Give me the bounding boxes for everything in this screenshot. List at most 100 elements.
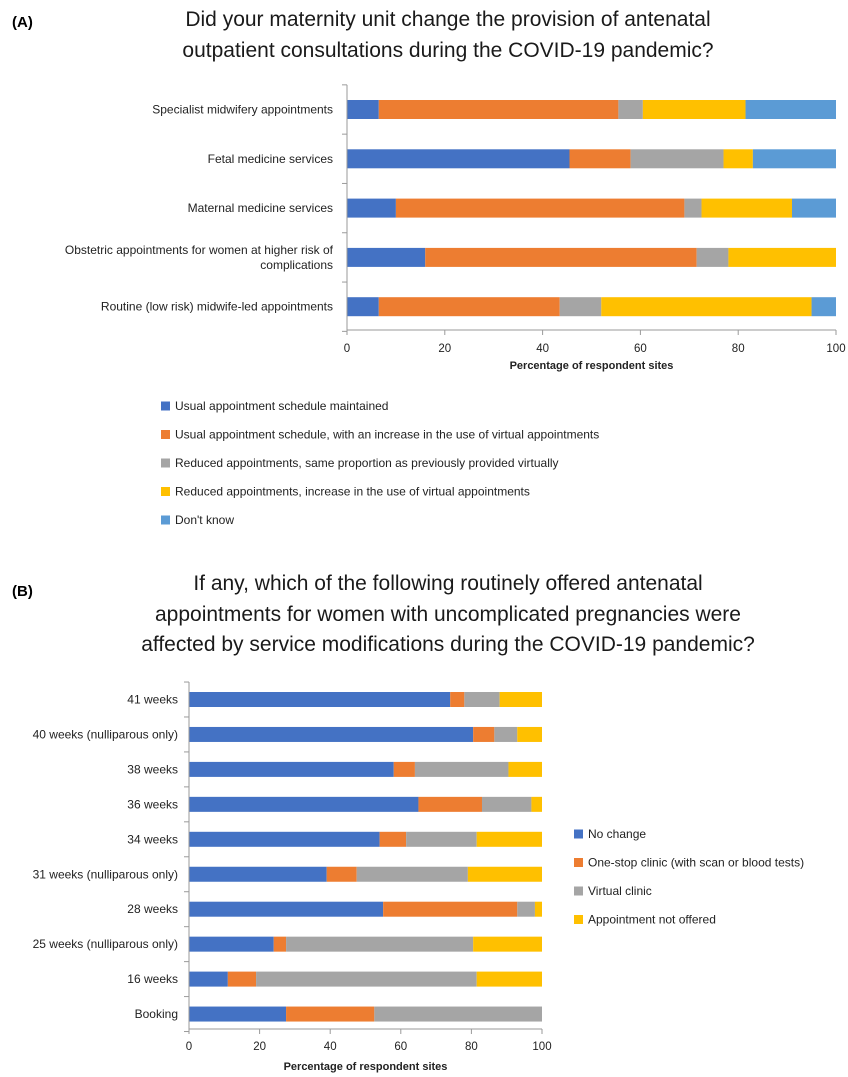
legend-label: Reduced appointments, increase in the us… [175,485,530,499]
bar-segment [481,796,532,812]
bar-segment [189,936,274,952]
bar-segment [476,971,542,987]
bar-segment [559,297,602,317]
bar-segment [425,247,697,267]
legend-swatch [161,458,170,468]
legend-swatch [161,430,170,439]
category-label: 34 weeks [127,832,178,846]
bar-segment [684,198,702,218]
bar-segment [517,901,535,917]
legend-swatch [574,858,583,867]
legend-label: Usual appointment schedule maintained [175,399,388,413]
bar-segment [347,297,379,317]
bar-segment [701,198,792,218]
bar-segment [393,761,415,777]
category-label: Maternal medicine services [188,201,333,215]
bar-segment [450,692,465,707]
category-label: complications [260,258,333,272]
bar-segment [728,247,836,267]
legend-swatch [574,829,583,839]
x-tick-label: 40 [324,1041,337,1053]
legend-label: No change [588,827,646,841]
category-label: 36 weeks [127,797,178,811]
bar-segment [406,831,477,847]
bar-segment [378,100,619,119]
category-label: 31 weeks (nulliparous only) [33,867,178,881]
bar-segment [286,1006,375,1022]
x-tick-label: 100 [532,1041,551,1053]
bar-segment [723,149,753,169]
x-tick-label: 0 [344,343,350,355]
x-tick-label: 20 [438,343,451,355]
x-tick-label: 60 [634,343,647,355]
bar-segment [379,831,407,847]
category-label: 28 weeks [127,902,178,916]
bar-segment [347,100,379,119]
chart-title-line: Did your maternity unit change the provi… [185,8,710,31]
category-label: Specialist midwifery appointments [152,103,333,117]
category-label: 16 weeks [127,972,178,986]
category-label: 38 weeks [127,762,178,776]
legend-swatch [161,515,170,525]
x-tick-label: 80 [465,1041,478,1053]
bar-segment [418,796,482,812]
bar-segment [347,149,570,169]
category-label: 41 weeks [127,693,178,707]
bar-segment [189,971,228,987]
bar-segment [273,936,287,952]
bar-segment [378,297,560,317]
bar-segment [569,149,631,169]
bar-segment [347,247,426,267]
bar-segment [476,831,542,847]
bar-segment [189,1006,287,1022]
bar-segment [601,297,812,317]
x-tick-label: 60 [394,1041,407,1053]
bar-segment [494,726,518,742]
x-axis-title: Percentage of respondent sites [284,1061,448,1073]
panel-label: (A) [12,14,33,31]
bar-segment [286,936,474,952]
bar-segment [189,692,451,707]
bar-segment [473,726,495,742]
bar-segment [189,796,419,812]
bar-segment [508,761,542,777]
bar-segment [517,726,542,742]
chart-b: (B) If any, which of the following routin… [12,572,804,1073]
bar-segment [189,901,384,917]
x-tick-label: 20 [253,1041,266,1053]
legend-swatch [574,886,583,896]
bar-segment [189,761,394,777]
chart-title-line: outpatient consultations during the COVI… [182,39,713,62]
bar-segment [395,198,685,218]
bar-segment [696,247,729,267]
bar-segment [745,100,836,119]
x-tick-label: 80 [732,343,745,355]
x-tick-label: 40 [536,343,549,355]
bar-segment [531,796,542,812]
legend-label: Don't know [175,513,234,527]
bar-segment [534,901,542,917]
bar-segment [467,866,542,882]
legend-label: Appointment not offered [588,913,716,927]
legend-swatch [161,401,170,411]
legend-label: One-stop clinic (with scan or blood test… [588,856,804,870]
bar-segment [618,100,643,119]
legend-swatch [161,487,170,496]
bar-segment [189,831,380,847]
legend-label: Virtual clinic [588,884,652,898]
category-label: Routine (low risk) midwife-led appointme… [101,300,333,314]
bar-segment [227,971,257,987]
bar-segment [189,726,474,742]
x-tick-label: 100 [826,343,845,355]
bar-segment [189,866,327,882]
panel-label: (B) [12,583,33,600]
bar-segment [811,297,836,317]
bar-segment [374,1006,542,1022]
chart-title-line: appointments for women with uncomplicate… [155,603,741,626]
legend-swatch [574,915,583,924]
bar-segment [356,866,468,882]
x-axis-title: Percentage of respondent sites [510,360,674,372]
bar-segment [642,100,746,119]
category-label: Obstetric appointments for women at high… [65,243,334,257]
